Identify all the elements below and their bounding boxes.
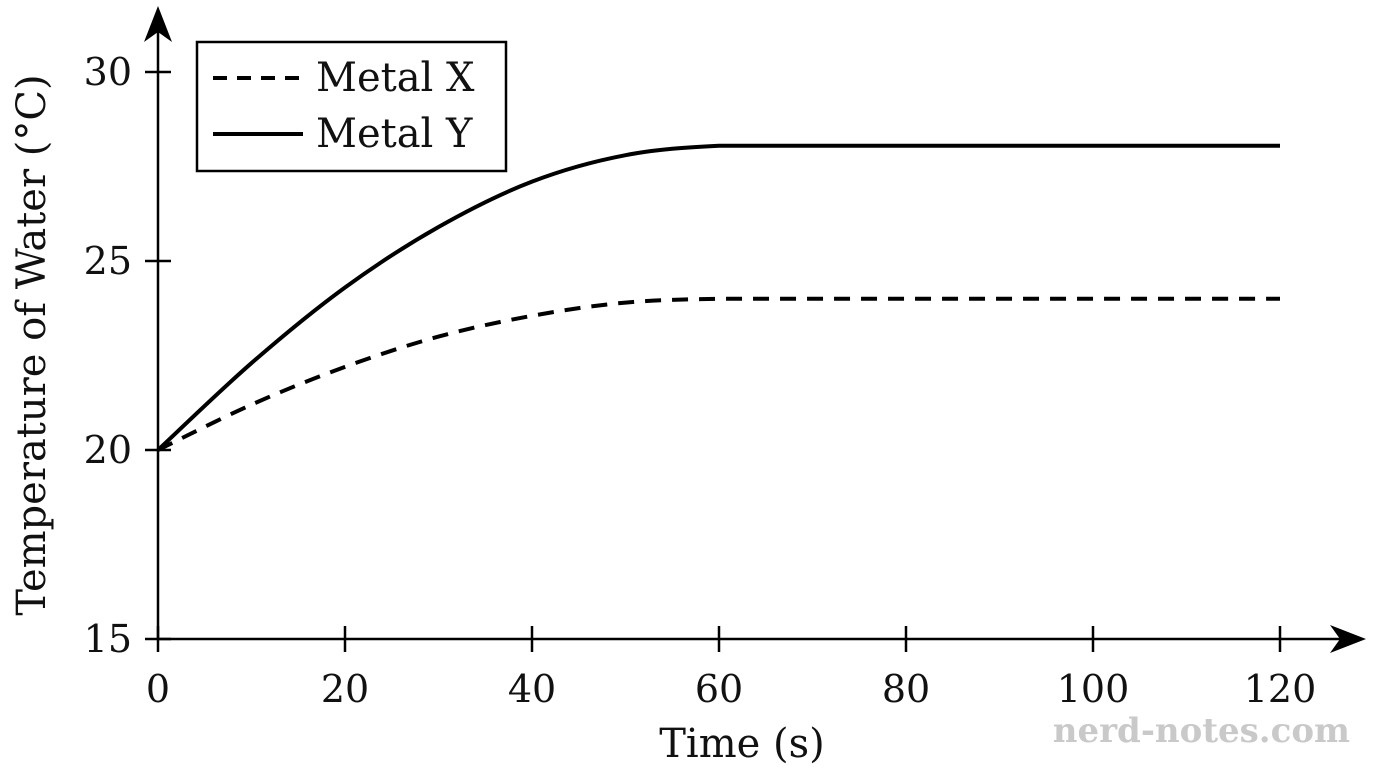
legend: Metal X Metal Y [195,40,508,173]
legend-box [195,40,508,173]
watermark: nerd-notes.com [1053,711,1350,751]
x-tick-label: 100 [1057,667,1130,711]
y-tick-label: 25 [84,239,132,283]
x-axis-title: Time (s) [659,721,825,767]
y-tick-label: 30 [84,50,132,94]
y-tick-label: 15 [84,617,132,661]
y-axis-title: Temperature of Water (°C) [9,74,55,615]
series-lines [156,143,1280,452]
y-tick-label: 20 [84,428,132,472]
x-tick-label: 20 [321,667,369,711]
x-tick-label: 60 [695,667,743,711]
x-axis-arrow [1330,625,1366,653]
x-tick-label: 120 [1244,667,1317,711]
series-line-metal-x [157,296,1280,452]
x-tick-label: 40 [508,667,556,711]
y-axis-arrow [144,6,172,42]
x-tick-label: 0 [146,667,170,711]
x-tick-label: 80 [882,667,930,711]
legend-label-metal-x: Metal X [316,55,475,101]
legend-label-metal-y: Metal Y [316,111,473,157]
axes: 0 20 40 60 80 100 120 15 20 25 30 [84,6,1366,711]
series-line-metal-y [156,143,1280,452]
